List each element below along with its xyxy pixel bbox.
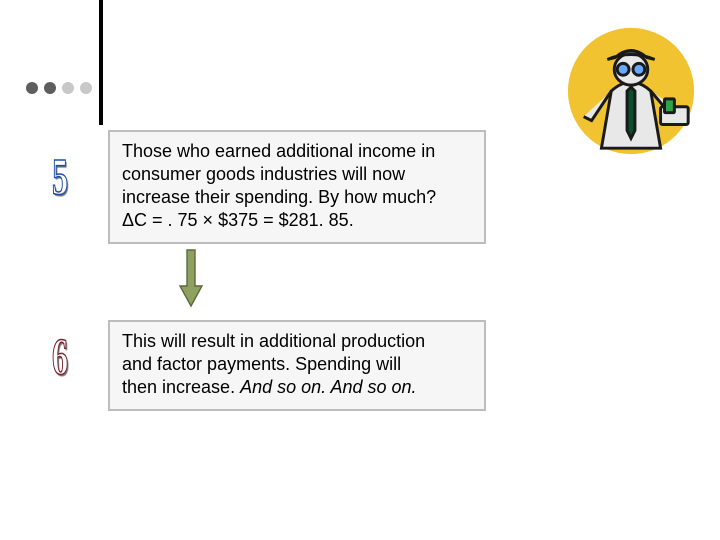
step-6-text-line1: This will result in additional productio… <box>122 331 425 351</box>
vertical-rule <box>99 0 103 125</box>
step-6-text-line2: and factor payments. Spending will <box>122 354 401 374</box>
down-arrow-icon <box>178 248 204 308</box>
step-5-text-line1: Those who earned additional income in <box>122 141 435 161</box>
slide-dots <box>26 82 92 94</box>
step-6-box: This will result in additional productio… <box>108 320 486 411</box>
step-number-6: 6 <box>52 328 68 387</box>
step-5-text-line2: consumer goods industries will now <box>122 164 405 184</box>
dot-1 <box>26 82 38 94</box>
detective-cartoon <box>562 22 700 160</box>
step-5-box: Those who earned additional income in co… <box>108 130 486 244</box>
step-6-text-line3a: then increase. <box>122 377 240 397</box>
dot-2 <box>44 82 56 94</box>
dot-4 <box>80 82 92 94</box>
step-number-5: 5 <box>52 148 68 207</box>
step-6-text-andsoon: And so on. And so on. <box>240 377 416 397</box>
step-5-text-line3: increase their spending. By how much? <box>122 187 436 207</box>
step-5-equation: ΔC = . 75 × $375 = $281. 85. <box>122 210 354 230</box>
dot-3 <box>62 82 74 94</box>
